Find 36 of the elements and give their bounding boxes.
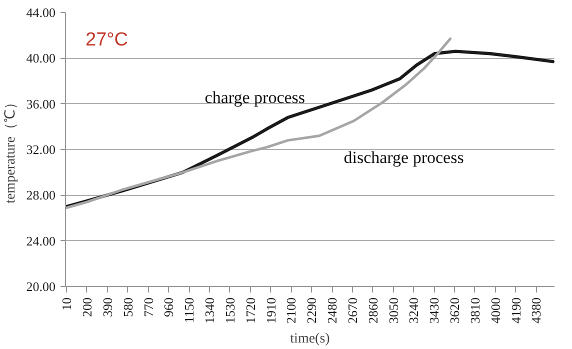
x-tick-label: 200 (79, 298, 94, 317)
x-tick-label: 1910 (263, 298, 278, 324)
x-tick-label: 3050 (386, 298, 401, 324)
x-tick-label: 390 (100, 298, 115, 317)
x-tick-label: 4190 (508, 298, 524, 324)
y-tick-label: 24.00 (26, 233, 56, 248)
x-tick-label: 2480 (324, 298, 340, 324)
x-tick-label: 770 (140, 298, 156, 317)
y-tick-label: 20.00 (26, 279, 56, 294)
y-tick-label: 32.00 (26, 142, 56, 157)
x-tick-label: 3240 (406, 298, 422, 324)
x-tick-label: 2670 (344, 298, 360, 324)
x-tick-label: 4380 (528, 298, 544, 324)
annotation: 27°C (86, 30, 128, 50)
x-axis-title: time(s) (290, 332, 330, 346)
y-tick-label: 36.00 (26, 96, 56, 112)
x-tick-label: 2860 (365, 298, 380, 324)
y-axis-title: temperature（℃） (3, 96, 18, 204)
x-tick-label: 3430 (426, 298, 442, 324)
x-tick-label: 4000 (488, 298, 503, 324)
y-tick-label: 44.00 (26, 5, 56, 20)
y-tick-label: 40.00 (26, 50, 56, 66)
x-tick-label: 1340 (202, 298, 218, 324)
x-tick-label: 2290 (304, 298, 320, 324)
x-tick-label: 580 (120, 298, 136, 317)
y-tick-label: 28.00 (26, 188, 56, 203)
x-tick-label: 10 (59, 298, 74, 310)
x-tick-label: 960 (161, 298, 176, 317)
x-tick-label: 1530 (222, 298, 238, 324)
x-tick-label: 3810 (467, 298, 482, 324)
x-tick-label: 1150 (182, 297, 197, 324)
x-tick-label: 1720 (242, 298, 258, 324)
x-tick-label: 3620 (447, 298, 462, 324)
series-label: charge process (204, 88, 306, 107)
series-label: discharge process (344, 148, 464, 167)
x-tick-label: 2100 (284, 298, 299, 324)
